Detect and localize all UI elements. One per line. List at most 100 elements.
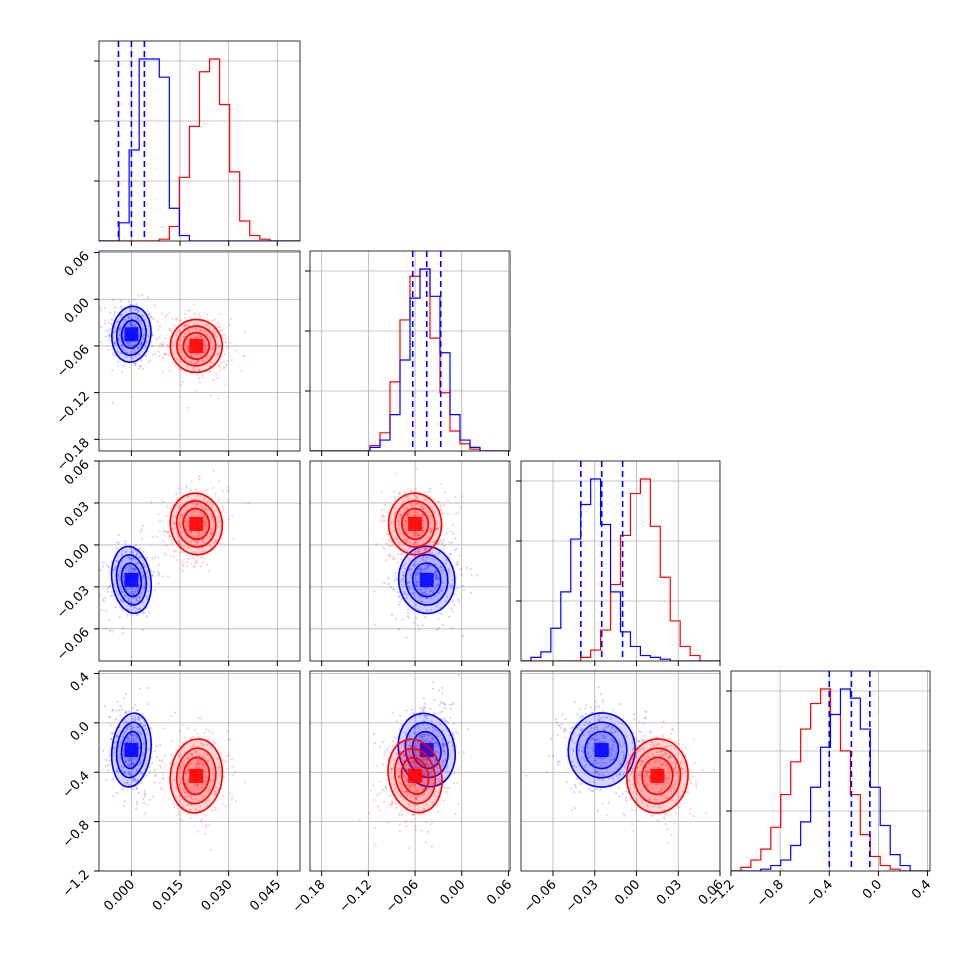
scatter-point: [123, 756, 127, 759]
scatter-point: [686, 791, 690, 794]
scatter-point: [414, 531, 417, 534]
scatter-point: [178, 729, 182, 733]
scatter-point: [214, 334, 217, 337]
scatter-point: [453, 603, 456, 607]
scatter-point: [684, 746, 687, 750]
scatter-point: [132, 308, 135, 311]
scatter-point: [626, 749, 629, 752]
scatter-point: [446, 787, 449, 790]
scatter-point: [423, 568, 426, 571]
scatter-point: [421, 568, 425, 571]
scatter-point: [646, 782, 649, 785]
scatter-point: [441, 729, 444, 733]
scatter-point: [215, 330, 218, 334]
scatter-point: [183, 751, 186, 754]
scatter-point: [619, 763, 622, 766]
scatter-point: [649, 731, 652, 734]
scatter-point: [673, 767, 676, 771]
scatter-point: [186, 521, 189, 524]
scatter-point: [437, 551, 440, 554]
scatter-point: [122, 750, 125, 753]
scatter-point: [419, 547, 422, 551]
scatter-point: [597, 686, 600, 689]
scatter-point: [198, 474, 201, 477]
scatter-point: [210, 348, 213, 351]
scatter-point: [633, 717, 636, 721]
scatter-point: [209, 360, 212, 363]
scatter-point: [398, 492, 401, 495]
scatter-point: [611, 748, 614, 751]
scatter-point: [412, 493, 415, 497]
scatter-point: [201, 505, 204, 508]
scatter-point: [632, 830, 635, 833]
contour-1: [633, 747, 682, 805]
scatter-point: [428, 593, 431, 596]
scatter-point: [425, 758, 428, 761]
scatter-point: [133, 347, 136, 351]
scatter-point: [148, 578, 151, 581]
scatter-point: [551, 755, 555, 758]
scatter-point: [637, 780, 640, 784]
scatter-point: [594, 771, 597, 774]
scatter-point: [398, 781, 401, 784]
scatter-point: [418, 628, 421, 631]
scatter-point: [673, 787, 676, 791]
scatter-point: [712, 768, 715, 772]
scatter-point: [434, 575, 437, 579]
scatter-point: [210, 532, 213, 535]
scatter-point: [442, 745, 445, 748]
scatter-point: [571, 760, 574, 763]
scatter-point: [622, 757, 626, 760]
scatter-point: [136, 613, 139, 616]
scatter-point: [415, 794, 418, 797]
scatter-point: [404, 555, 407, 559]
scatter-point: [222, 507, 225, 510]
scatter-point: [141, 537, 144, 540]
scatter-point: [226, 486, 230, 489]
scatter-point: [596, 757, 599, 760]
scatter-point: [135, 302, 138, 305]
contour-1: [394, 747, 437, 805]
scatter-point: [398, 533, 402, 536]
scatter-point: [121, 549, 125, 552]
scatter-point: [631, 808, 634, 811]
scatter-point: [117, 574, 120, 577]
scatter-point: [426, 566, 429, 569]
scatter-point: [202, 783, 205, 786]
scatter-point: [428, 771, 431, 774]
scatter-point: [406, 532, 409, 535]
scatter-point: [161, 500, 165, 503]
scatter-point: [660, 749, 663, 752]
scatter-point: [660, 763, 663, 766]
scatter-point: [383, 754, 386, 757]
scatter-point: [629, 783, 632, 787]
scatter-point: [137, 561, 140, 565]
scatter-point: [422, 530, 425, 533]
scatter-point: [443, 717, 446, 720]
scatter-point: [408, 587, 411, 590]
scatter-point: [422, 740, 425, 743]
scatter-point: [432, 738, 435, 741]
scatter-point: [180, 515, 184, 518]
scatter-point: [405, 636, 408, 639]
scatter-point: [124, 542, 127, 545]
scatter-point: [403, 491, 406, 495]
scatter-point: [381, 789, 384, 792]
scatter-point: [201, 555, 204, 559]
scatter-point: [661, 740, 664, 743]
scatter-point: [394, 572, 397, 575]
scatter-point: [385, 542, 388, 545]
scatter-point: [185, 795, 188, 798]
scatter-point: [111, 401, 114, 404]
scatter-point: [139, 591, 143, 594]
scatter-point: [403, 574, 406, 577]
scatter-point: [610, 739, 613, 743]
scatter-point: [132, 344, 135, 347]
scatter-point: [182, 765, 185, 769]
scatter-point: [399, 795, 403, 798]
scatter-point: [434, 742, 437, 745]
scatter-point: [399, 714, 402, 717]
scatter-point: [413, 784, 416, 787]
scatter-point: [405, 777, 408, 780]
scatter-point: [193, 539, 196, 542]
